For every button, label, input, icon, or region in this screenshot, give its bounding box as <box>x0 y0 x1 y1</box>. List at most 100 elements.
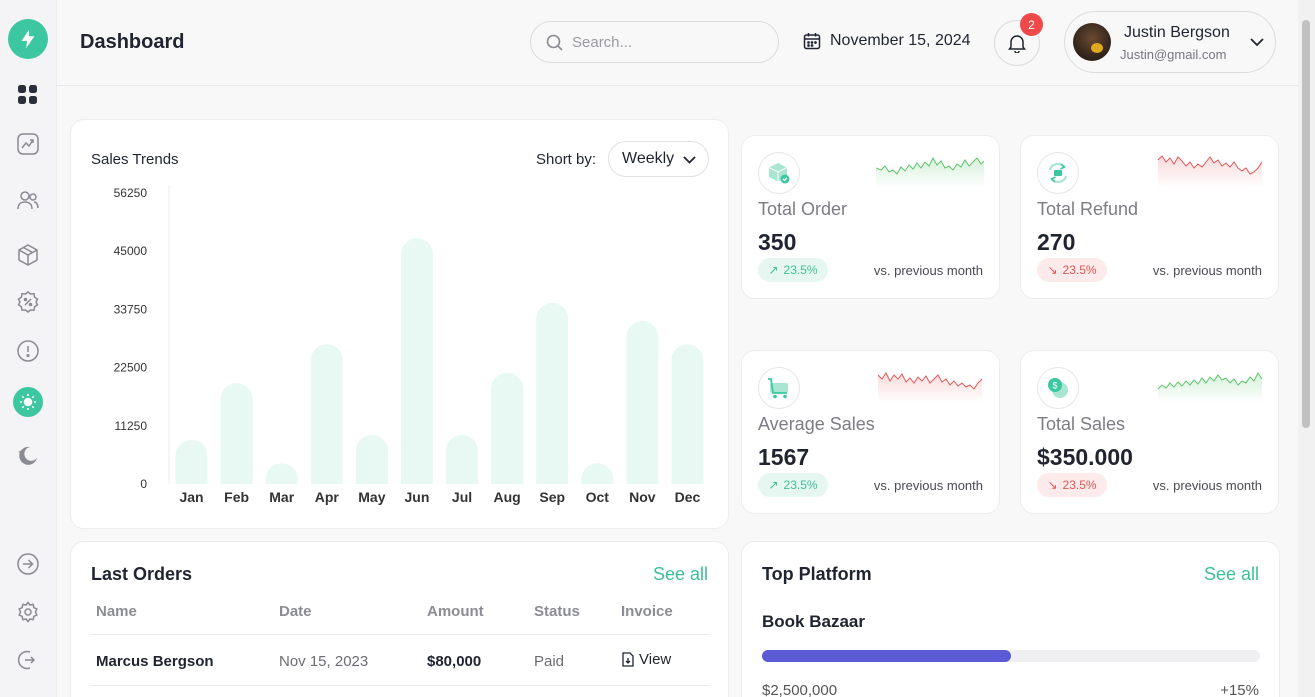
settings-icon[interactable] <box>14 598 42 626</box>
x-tick-label: Dec <box>675 489 701 505</box>
chart-bar-feb[interactable] <box>220 383 253 484</box>
chart-bar-apr[interactable] <box>310 344 343 484</box>
chevron-down-icon[interactable] <box>1249 34 1265 50</box>
stat-label: Average Sales <box>758 414 875 434</box>
top-platform-title: Top Platform <box>762 564 872 584</box>
x-tick-label: May <box>358 489 385 505</box>
status-badge: ↘ 23.5% <box>1037 473 1107 497</box>
stat-card-average-sales: Average Sales 1567 ↗ 23.5% vs. previous m… <box>741 350 1000 514</box>
users-icon[interactable] <box>14 186 42 214</box>
notification-badge: 2 <box>1020 13 1043 36</box>
x-tick-label: Aug <box>494 489 521 505</box>
search-icon <box>546 34 563 51</box>
sparkline-total-refund <box>1157 155 1263 188</box>
chevron-down-icon <box>683 155 696 164</box>
y-tick-label: 45000 <box>114 244 148 258</box>
x-tick-label: Sep <box>539 489 565 505</box>
order-status: Paid <box>534 653 565 670</box>
chart-bar-sep[interactable] <box>536 302 569 484</box>
chart-bar-nov[interactable] <box>626 321 659 484</box>
notification-button[interactable] <box>994 20 1040 66</box>
stat-card-total-refund: Total Refund 270 ↘ 23.5% vs. previous mon… <box>1020 135 1279 299</box>
calendar-icon <box>803 33 821 50</box>
stat-card-total-order: Total Order 350 ↗ 23.5% vs. previous mont… <box>741 135 1000 299</box>
page-title: Dashboard <box>80 31 185 53</box>
sparkline-average-sales <box>877 372 983 403</box>
user-profile-menu[interactable]: Justin Bergson Justin@gmail.com <box>1064 11 1276 73</box>
status-badge: ↘ 23.5% <box>1037 258 1107 282</box>
platform-change: +15% <box>1220 682 1259 697</box>
x-tick-label: Jun <box>405 489 430 505</box>
divider <box>91 634 709 635</box>
chart-bar-jan[interactable] <box>175 440 208 484</box>
chart-bar-may[interactable] <box>355 434 388 484</box>
coins-icon: $ <box>1037 367 1079 409</box>
stat-value: 270 <box>1037 229 1076 255</box>
view-invoice-link[interactable]: View <box>621 651 671 668</box>
svg-text:$: $ <box>1052 381 1057 391</box>
arrow-right-circle-icon[interactable] <box>14 550 42 578</box>
search-box[interactable] <box>530 21 779 63</box>
sort-select[interactable]: Weekly <box>608 141 709 177</box>
chart-bar-jun[interactable] <box>400 238 433 484</box>
order-name: Marcus Bergson <box>96 653 214 670</box>
platform-name: Book Bazaar <box>762 612 865 631</box>
y-tick-label: 22500 <box>114 361 148 375</box>
search-input[interactable] <box>572 33 752 51</box>
sort-value: Weekly <box>622 150 675 167</box>
trend-chart-icon[interactable] <box>14 130 42 158</box>
date-label: November 15, 2024 <box>830 32 971 49</box>
document-download-icon <box>622 652 634 667</box>
x-tick-label: Jul <box>452 489 472 505</box>
column-header-amount: Amount <box>427 603 484 620</box>
x-tick-label: Mar <box>269 489 294 505</box>
chart-bar-aug[interactable] <box>491 372 524 484</box>
scrollbar[interactable] <box>1298 0 1315 697</box>
chart-bar-jul[interactable] <box>446 434 479 484</box>
trend-up-icon: ↗ <box>768 263 779 277</box>
chart-bar-mar[interactable] <box>265 463 298 484</box>
stat-value: $350.000 <box>1037 444 1133 470</box>
trend-up-icon: ↗ <box>768 478 779 492</box>
stat-compare: vs. previous month <box>873 478 983 493</box>
x-tick-label: Feb <box>224 489 249 505</box>
column-header-name: Name <box>96 603 137 620</box>
chart-bar-dec[interactable] <box>671 344 704 484</box>
sparkline-total-order <box>876 156 984 188</box>
status-badge: ↗ 23.5% <box>758 258 828 282</box>
y-tick-label: 0 <box>140 477 147 491</box>
chart-bar-oct[interactable] <box>581 463 614 484</box>
stat-label: Total Order <box>758 199 848 219</box>
platform-amount: $2,500,000 <box>762 682 838 697</box>
cart-icon <box>758 367 800 409</box>
alert-icon[interactable] <box>14 337 42 365</box>
box-icon[interactable] <box>14 241 42 269</box>
logout-icon[interactable] <box>14 646 42 674</box>
trend-down-icon: ↘ <box>1047 478 1058 492</box>
stat-value: 1567 <box>758 444 810 470</box>
status-badge: ↗ 23.5% <box>758 473 828 497</box>
sun-icon[interactable] <box>13 387 43 417</box>
dashboard-grid-icon[interactable] <box>14 81 42 109</box>
stat-compare: vs. previous month <box>873 263 983 278</box>
scrollbar-thumb[interactable] <box>1302 20 1310 428</box>
discount-badge-icon[interactable] <box>14 288 42 316</box>
progress-fill <box>762 650 1011 662</box>
stat-card-total-sales: $ Total Sales $350.000 ↘ 23.5% vs. previo… <box>1020 350 1279 514</box>
moon-icon[interactable] <box>14 442 42 470</box>
lightning-logo-icon[interactable] <box>8 19 48 59</box>
platform-progress-bar <box>762 650 1260 662</box>
y-tick-label: 11250 <box>115 419 148 433</box>
sparkline-total-sales <box>1157 372 1263 403</box>
last-orders-card: Last Orders See all Name Date Amount Sta… <box>70 541 729 697</box>
x-tick-label: Oct <box>586 489 610 505</box>
current-date: November 15, 2024 <box>803 32 971 50</box>
platform-see-all-link[interactable]: See all <box>1203 564 1259 584</box>
avatar <box>1073 23 1111 61</box>
sales-bar-chart: 0 11250 22500 33750 45000 56250 Jan Feb Mar Apr Ma… <box>114 185 704 505</box>
y-tick-label: 33750 <box>114 302 148 316</box>
top-header: Dashboard November 15, 2024 2 Justin Ber… <box>57 0 1298 86</box>
y-tick-label: 56250 <box>114 186 148 200</box>
x-tick-label: Apr <box>315 489 340 505</box>
orders-see-all-link[interactable]: See all <box>652 564 708 584</box>
